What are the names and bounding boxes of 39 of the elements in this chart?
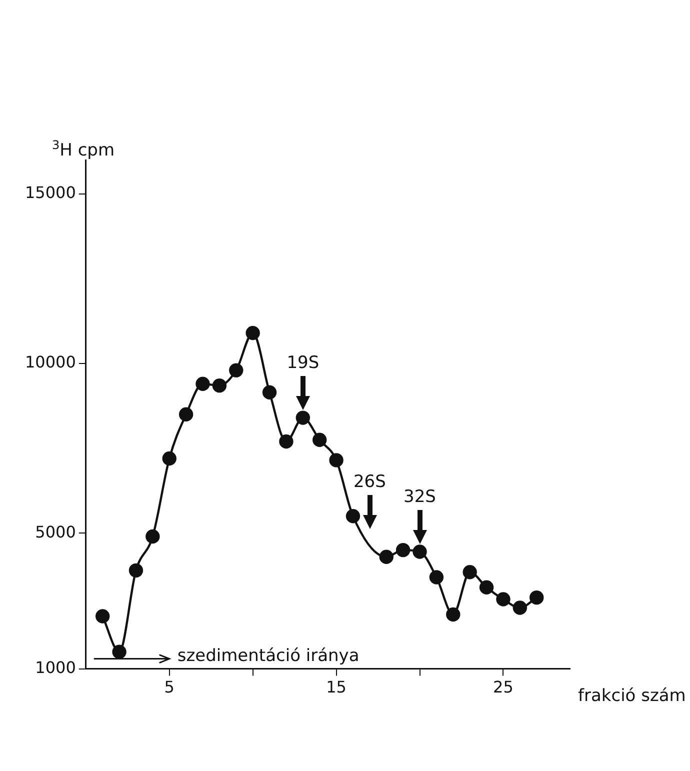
point xyxy=(128,563,144,578)
annotation: 19S xyxy=(286,353,320,374)
point xyxy=(162,451,176,466)
point xyxy=(379,550,394,564)
point xyxy=(396,542,410,558)
point xyxy=(312,432,327,447)
point xyxy=(112,644,126,659)
y-axis-title: $^{3}$H cpm xyxy=(52,138,115,161)
point xyxy=(196,376,210,391)
point xyxy=(95,609,110,624)
point xyxy=(262,385,277,400)
point xyxy=(296,410,310,425)
point xyxy=(329,453,344,468)
x-axis-title: frakció szám xyxy=(578,686,686,706)
annotation: szedimentáció iránya xyxy=(177,646,360,666)
point xyxy=(530,590,544,605)
annotation: 32S xyxy=(404,487,436,508)
point xyxy=(496,592,510,606)
point xyxy=(212,378,227,393)
point xyxy=(429,570,444,584)
point xyxy=(279,434,294,449)
x-tick-label: 25 xyxy=(493,678,514,697)
y-tick-label: 1000 xyxy=(35,658,76,677)
point xyxy=(512,600,528,615)
point xyxy=(146,529,160,544)
y-tick-label: 15000 xyxy=(24,183,76,202)
y-tick-label: 10000 xyxy=(24,352,76,372)
point xyxy=(412,544,427,559)
point xyxy=(479,580,494,594)
point xyxy=(246,326,260,340)
point xyxy=(346,509,360,524)
point xyxy=(178,407,194,422)
point xyxy=(229,363,244,378)
point xyxy=(462,565,477,580)
x-tick-label: 15 xyxy=(326,678,346,697)
point xyxy=(446,607,460,622)
annotation: 26S xyxy=(353,472,386,492)
y-tick-label: 5000 xyxy=(35,522,76,542)
x-tick-label: 5 xyxy=(164,678,174,697)
